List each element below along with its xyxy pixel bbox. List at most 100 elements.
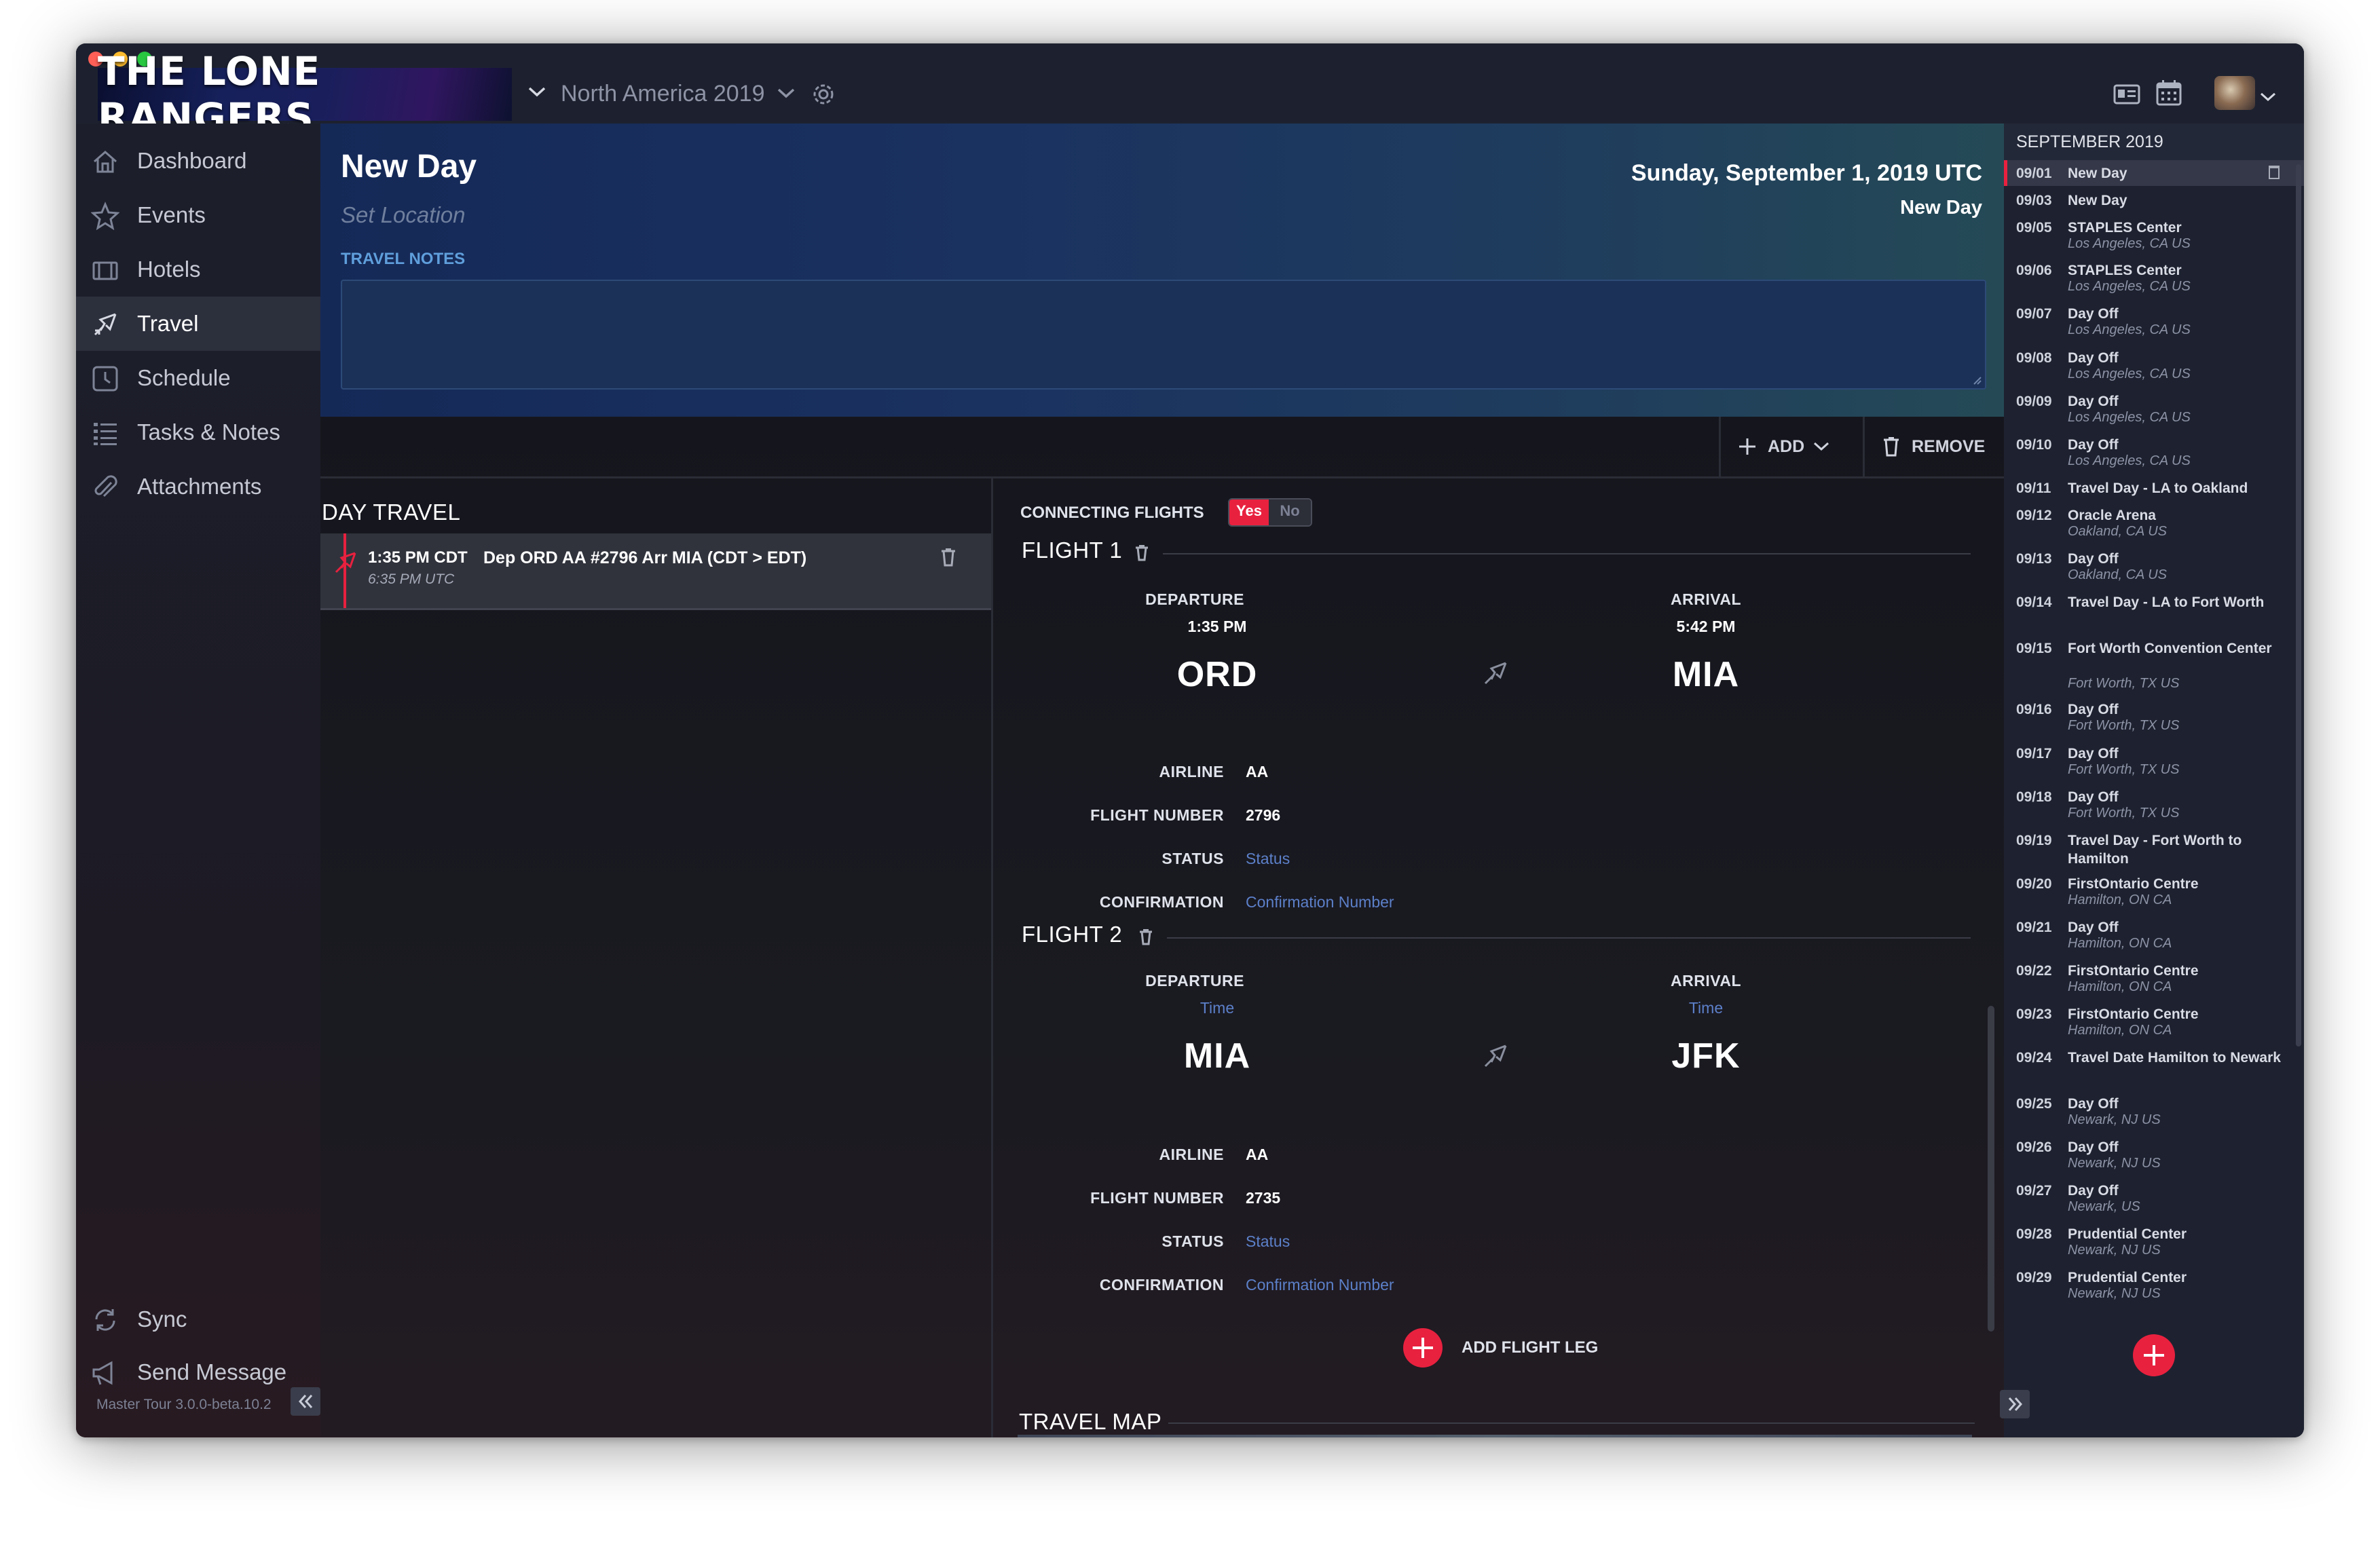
calendar-item-location: Hamilton, ON CA [2068, 936, 2172, 951]
calendar-item-title: Day Off [2068, 1096, 2119, 1112]
calendar-item[interactable]: 09/05 STAPLES Center Los Angeles, CA US [2004, 214, 2304, 255]
travel-notes-textarea[interactable] [341, 280, 1986, 390]
calendar-item[interactable]: 09/01 New Day [2004, 160, 2304, 186]
add-event-button[interactable] [2133, 1334, 2175, 1376]
calendar-item-title: Travel Date Hamilton to Newark [2068, 1050, 2281, 1066]
sidebar-item-tasks-notes[interactable]: Tasks & Notes [76, 405, 320, 459]
calendar-item[interactable]: 09/17 Day Off Fort Worth, TX US [2004, 740, 2304, 781]
airline-value[interactable]: AA [1246, 763, 1269, 780]
calendar-item[interactable]: 09/07 Day Off Los Angeles, CA US [2004, 301, 2304, 341]
calendar-item[interactable]: 09/16 Day Off Fort Worth, TX US [2004, 696, 2304, 737]
calendar-icon[interactable] [2155, 79, 2183, 107]
send-message-button[interactable]: Send Message [76, 1345, 320, 1399]
calendar-item-date: 09/27 [2016, 1183, 2052, 1199]
calendar-item-title: New Day [2068, 166, 2127, 181]
flight-divider [1163, 553, 1971, 554]
sidebar-item-dashboard[interactable]: Dashboard [76, 134, 320, 188]
calendar-item[interactable]: 09/03 New Day [2004, 187, 2304, 228]
airline-value[interactable]: AA [1246, 1146, 1269, 1163]
arrival-time[interactable]: 5:42 PM [1676, 618, 1736, 635]
add-chevron-down-icon [1814, 442, 1829, 451]
band-chevron-down-icon[interactable] [527, 86, 547, 99]
calendar-item-date: 09/25 [2016, 1096, 2052, 1112]
calendar-item[interactable]: 09/21 Day Off Hamilton, ON CA [2004, 914, 2304, 955]
contact-card-icon[interactable] [2113, 83, 2141, 106]
calendar-item-date: 09/19 [2016, 833, 2052, 848]
flight-number-value[interactable]: 2735 [1246, 1189, 1281, 1207]
add-button[interactable]: ADD [1736, 432, 1830, 461]
arrival-airport[interactable]: JFK [1671, 1036, 1741, 1076]
calendar-item[interactable]: 09/09 Day Off Los Angeles, CA US [2004, 388, 2304, 429]
calendar-item[interactable]: 09/26 Day Off Newark, NJ US [2004, 1134, 2304, 1175]
page-title[interactable]: New Day [341, 149, 477, 185]
calendar-item-location: Hamilton, ON CA [2068, 979, 2172, 994]
travel-list-item[interactable]: 1:35 PM CDT 6:35 PM UTC Dep ORD AA #2796… [320, 533, 991, 610]
scrollbar-thumb[interactable] [1988, 1006, 1994, 1332]
calendar-item[interactable]: 09/08 Day Off Los Angeles, CA US [2004, 345, 2304, 385]
calendar-item[interactable]: 09/25 Day Off Newark, NJ US [2004, 1091, 2304, 1131]
calendar-item[interactable]: 09/12 Oracle Arena Oakland, CA US [2004, 502, 2304, 543]
expand-panel-button[interactable] [2000, 1390, 2030, 1418]
calendar-item[interactable]: 09/29 Prudential Center Newark, NJ US [2004, 1264, 2304, 1305]
toggle-no[interactable]: No [1269, 499, 1311, 525]
flight-number-value[interactable]: 2796 [1246, 806, 1281, 824]
sidebar-item-events[interactable]: Events [76, 188, 320, 242]
toggle-yes[interactable]: Yes [1229, 499, 1269, 525]
calendar-item-title: Prudential Center [2068, 1270, 2187, 1285]
delete-flight-trash-icon[interactable] [1138, 928, 1153, 946]
calendar-item[interactable]: 09/10 Day Off Los Angeles, CA US [2004, 432, 2304, 472]
minimize-window-button[interactable] [113, 52, 128, 67]
calendar-item[interactable]: 09/27 Day Off Newark, US [2004, 1177, 2304, 1218]
collapse-sidebar-button[interactable] [291, 1387, 320, 1416]
departure-time[interactable]: Time [1200, 999, 1235, 1017]
departure-time[interactable]: 1:35 PM [1187, 618, 1247, 635]
calendar-item[interactable]: 09/22 FirstOntario Centre Hamilton, ON CA [2004, 958, 2304, 998]
delete-flight-trash-icon[interactable] [1134, 544, 1149, 562]
departure-airport[interactable]: ORD [1176, 655, 1258, 694]
calendar-item[interactable]: 09/28 Prudential Center Newark, NJ US [2004, 1221, 2304, 1262]
calendar-item-title: Day Off [2068, 306, 2119, 322]
departure-airport[interactable]: MIA [1183, 1036, 1251, 1076]
band-logo[interactable]: THE LONE RANGERS [98, 48, 512, 140]
avatar[interactable] [2214, 76, 2255, 110]
sidebar-item-hotels[interactable]: Hotels [76, 242, 320, 297]
calendar-item-title: Day Off [2068, 1139, 2119, 1155]
sidebar-item-schedule[interactable]: Schedule [76, 351, 320, 405]
gear-icon[interactable] [809, 80, 838, 109]
calendar-item[interactable]: 09/06 STAPLES Center Los Angeles, CA US [2004, 257, 2304, 298]
calendar-item-location: Newark, NJ US [2068, 1156, 2161, 1171]
calendar-item[interactable]: 09/11 Travel Day - LA to Oakland [2004, 475, 2304, 516]
sidebar-item-attachments[interactable]: Attachments [76, 459, 320, 514]
arrival-time[interactable]: Time [1688, 999, 1724, 1017]
calendar-item-location: Los Angeles, CA US [2068, 453, 2191, 468]
status-field[interactable]: Status [1246, 1232, 1290, 1250]
calendar-item-title: Travel Day - LA to Fort Worth [2068, 595, 2265, 610]
calendar-item[interactable]: 09/13 Day Off Oakland, CA US [2004, 546, 2304, 586]
confirmation-field[interactable]: Confirmation Number [1246, 1276, 1394, 1294]
sync-button[interactable]: Sync [76, 1292, 320, 1346]
close-window-button[interactable] [88, 52, 103, 67]
calendar-scrollbar-thumb[interactable] [2296, 164, 2301, 1047]
resize-handle-icon[interactable] [1971, 375, 1982, 385]
avatar-chevron-down-icon[interactable] [2259, 91, 2277, 103]
sidebar-item-travel[interactable]: Travel [76, 297, 324, 351]
calendar-item[interactable]: 09/14 Travel Day - LA to Fort Worth [2004, 589, 2304, 630]
set-location-field[interactable]: Set Location [341, 202, 466, 227]
add-flight-leg-button[interactable]: ADD FLIGHT LEG [1403, 1327, 1598, 1368]
calendar-item[interactable]: 09/23 FirstOntario Centre Hamilton, ON CA [2004, 1001, 2304, 1042]
flight-card: FLIGHT 2 DEPARTURE Time MIA ARRIVAL Time… [993, 861, 2004, 1294]
calendar-item[interactable]: 09/15 Fort Worth Convention Center Fort Wo… [2004, 635, 2304, 691]
delete-day-trash-icon[interactable] [2269, 166, 2280, 179]
connecting-flights-toggle[interactable]: Yes No [1228, 498, 1312, 527]
arrival-airport[interactable]: MIA [1672, 655, 1740, 694]
zoom-window-button[interactable] [137, 52, 152, 67]
remove-button[interactable]: REMOVE [1882, 432, 1985, 461]
status-field[interactable]: Status [1246, 850, 1290, 867]
tour-selector[interactable]: North America 2019 [561, 80, 796, 107]
confirmation-field[interactable]: Confirmation Number [1246, 893, 1394, 911]
delete-travel-trash-icon[interactable] [940, 547, 957, 567]
calendar-item[interactable]: 09/18 Day Off Fort Worth, TX US [2004, 784, 2304, 825]
calendar-item[interactable]: 09/24 Travel Date Hamilton to Newark [2004, 1044, 2304, 1085]
calendar-item[interactable]: 09/19 Travel Day - Fort Worth to Hamilton [2004, 827, 2304, 868]
calendar-item[interactable]: 09/20 FirstOntario Centre Hamilton, ON CA [2004, 871, 2304, 911]
